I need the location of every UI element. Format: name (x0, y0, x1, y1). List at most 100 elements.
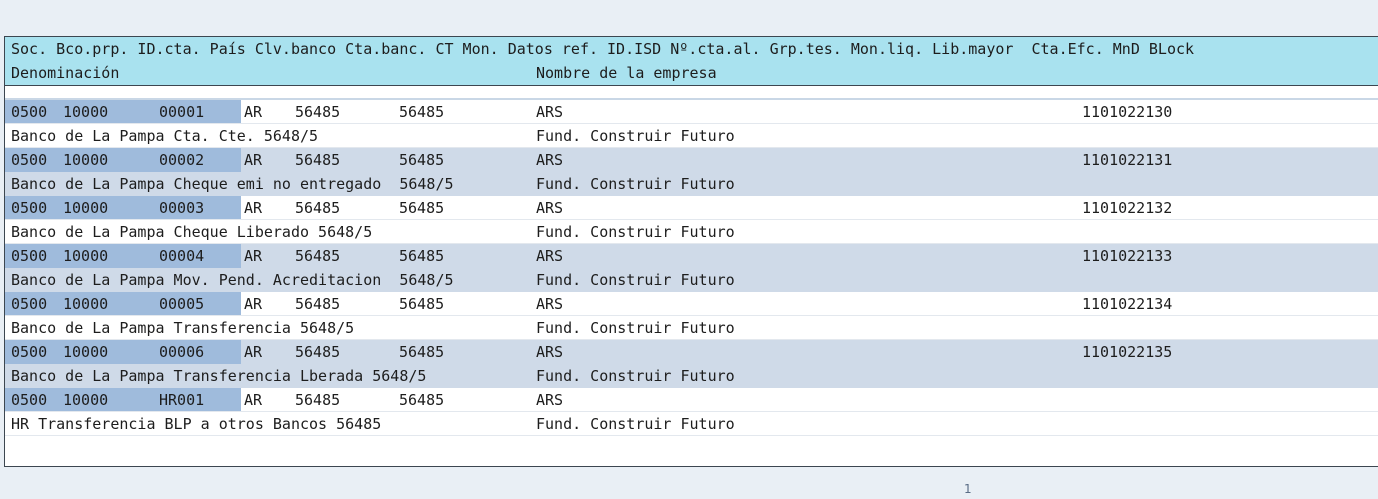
cell-bco: 10000 (63, 199, 109, 217)
page-indicator: 1 (964, 482, 972, 496)
cell-empresa: Fund. Construir Futuro (536, 223, 735, 241)
cell-id: 00002 (159, 151, 205, 169)
cell-empresa: Fund. Construir Futuro (536, 271, 735, 289)
key-fields-highlight (5, 196, 241, 219)
account-description-row[interactable]: HR Transferencia BLP a otros Bancos 5648… (5, 412, 1378, 436)
cell-mon: ARS (536, 103, 564, 121)
key-fields-highlight (5, 100, 241, 123)
cell-clv: 56485 (295, 295, 341, 313)
cell-empresa: Fund. Construir Futuro (536, 175, 735, 193)
cell-pais: AR (244, 343, 263, 361)
header-nombre-empresa: Nombre de la empresa (536, 64, 717, 82)
cell-pais: AR (244, 391, 263, 409)
cell-clv: 56485 (295, 343, 341, 361)
cell-mon: ARS (536, 247, 564, 265)
account-row[interactable]: 0500 10000 00001 AR 56485 56485 ARS 1101022130 (5, 100, 1378, 124)
cell-bco: 10000 (63, 295, 109, 313)
account-row[interactable]: 0500 10000 HR001 AR 56485 56485 ARS (5, 388, 1378, 412)
account-row[interactable]: 0500 10000 00006 AR 56485 56485 ARS 1101022135 (5, 340, 1378, 364)
cell-cta: 56485 (399, 103, 445, 121)
cell-lib: 1101022132 (1082, 199, 1173, 217)
cell-denom: HR Transferencia BLP a otros Bancos 5648… (11, 415, 382, 433)
cell-denom: Banco de La Pampa Transferencia 5648/5 (11, 319, 355, 337)
cell-bco: 10000 (63, 103, 109, 121)
cell-soc: 0500 (11, 247, 48, 265)
cell-soc: 0500 (11, 103, 48, 121)
account-row[interactable]: 0500 10000 00002 AR 56485 56485 ARS 1101022131 (5, 148, 1378, 172)
cell-mon: ARS (536, 343, 564, 361)
cell-empresa: Fund. Construir Futuro (536, 367, 735, 385)
header-denominacion: Denominación (11, 64, 120, 82)
cell-denom: Banco de La Pampa Mov. Pend. Acreditacio… (11, 271, 454, 289)
key-fields-highlight (5, 388, 241, 411)
key-fields-highlight (5, 244, 241, 268)
cell-empresa: Fund. Construir Futuro (536, 127, 735, 145)
cell-pais: AR (244, 199, 263, 217)
account-description-row[interactable]: Banco de La Pampa Transferencia Lberada … (5, 364, 1378, 388)
cell-bco: 10000 (63, 391, 109, 409)
cell-id: 00006 (159, 343, 205, 361)
cell-cta: 56485 (399, 343, 445, 361)
key-fields-highlight (5, 292, 241, 315)
cell-mon: ARS (536, 391, 564, 409)
cell-id: HR001 (159, 391, 205, 409)
cell-cta: 56485 (399, 199, 445, 217)
list-body: 0500 10000 00001 AR 56485 56485 ARS 1101022130 B… (5, 100, 1378, 436)
cell-clv: 56485 (295, 151, 341, 169)
cell-denom: Banco de La Pampa Transferencia Lberada … (11, 367, 427, 385)
cell-pais: AR (244, 247, 263, 265)
cell-soc: 0500 (11, 343, 48, 361)
cell-mon: ARS (536, 151, 564, 169)
cell-soc: 0500 (11, 391, 48, 409)
cell-clv: 56485 (295, 103, 341, 121)
cell-bco: 10000 (63, 151, 109, 169)
cell-cta: 56485 (399, 247, 445, 265)
cell-mon: ARS (536, 295, 564, 313)
cell-lib: 1101022134 (1082, 295, 1173, 313)
account-description-row[interactable]: Banco de La Pampa Transferencia 5648/5 Fu… (5, 316, 1378, 340)
cell-mon: ARS (536, 199, 564, 217)
key-fields-highlight (5, 340, 241, 364)
account-row[interactable]: 0500 10000 00005 AR 56485 56485 ARS 1101022134 (5, 292, 1378, 316)
cell-lib: 1101022130 (1082, 103, 1173, 121)
cell-soc: 0500 (11, 199, 48, 217)
cell-id: 00005 (159, 295, 205, 313)
cell-lib: 1101022133 (1082, 247, 1173, 265)
cell-lib: 1101022131 (1082, 151, 1173, 169)
cell-denom: Banco de La Pampa Cheque Liberado 5648/5 (11, 223, 373, 241)
cell-cta: 56485 (399, 151, 445, 169)
cell-bco: 10000 (63, 343, 109, 361)
account-row[interactable]: 0500 10000 00003 AR 56485 56485 ARS 1101022132 (5, 196, 1378, 220)
cell-id: 00004 (159, 247, 205, 265)
list-top-band (5, 98, 1378, 100)
cell-denom: Banco de La Pampa Cta. Cte. 5648/5 (11, 127, 319, 145)
bank-accounts-list: Soc. Bco.prp. ID.cta. País Clv.banco Cta… (4, 36, 1378, 467)
header-separator (5, 85, 1378, 86)
account-description-row[interactable]: Banco de La Pampa Cta. Cte. 5648/5 Fund. … (5, 124, 1378, 148)
cell-soc: 0500 (11, 295, 48, 313)
cell-id: 00003 (159, 199, 205, 217)
cell-soc: 0500 (11, 151, 48, 169)
account-description-row[interactable]: Banco de La Pampa Cheque Liberado 5648/5… (5, 220, 1378, 244)
cell-denom: Banco de La Pampa Cheque emi no entregad… (11, 175, 454, 193)
account-description-row[interactable]: Banco de La Pampa Cheque emi no entregad… (5, 172, 1378, 196)
cell-id: 00001 (159, 103, 205, 121)
cell-clv: 56485 (295, 247, 341, 265)
cell-empresa: Fund. Construir Futuro (536, 319, 735, 337)
header-columns: Soc. Bco.prp. ID.cta. País Clv.banco Cta… (11, 40, 1195, 58)
cell-cta: 56485 (399, 295, 445, 313)
account-row[interactable]: 0500 10000 00004 AR 56485 56485 ARS 1101022133 (5, 244, 1378, 268)
cell-pais: AR (244, 151, 263, 169)
spacer (5, 86, 1378, 98)
account-description-row[interactable]: Banco de La Pampa Mov. Pend. Acreditacio… (5, 268, 1378, 292)
cell-lib: 1101022135 (1082, 343, 1173, 361)
column-header-line-2: Denominación Nombre de la empresa (5, 61, 1378, 85)
cell-empresa: Fund. Construir Futuro (536, 415, 735, 433)
cell-pais: AR (244, 103, 263, 121)
cell-bco: 10000 (63, 247, 109, 265)
cell-clv: 56485 (295, 391, 341, 409)
cell-pais: AR (244, 295, 263, 313)
key-fields-highlight (5, 148, 241, 172)
cell-cta: 56485 (399, 391, 445, 409)
cell-clv: 56485 (295, 199, 341, 217)
